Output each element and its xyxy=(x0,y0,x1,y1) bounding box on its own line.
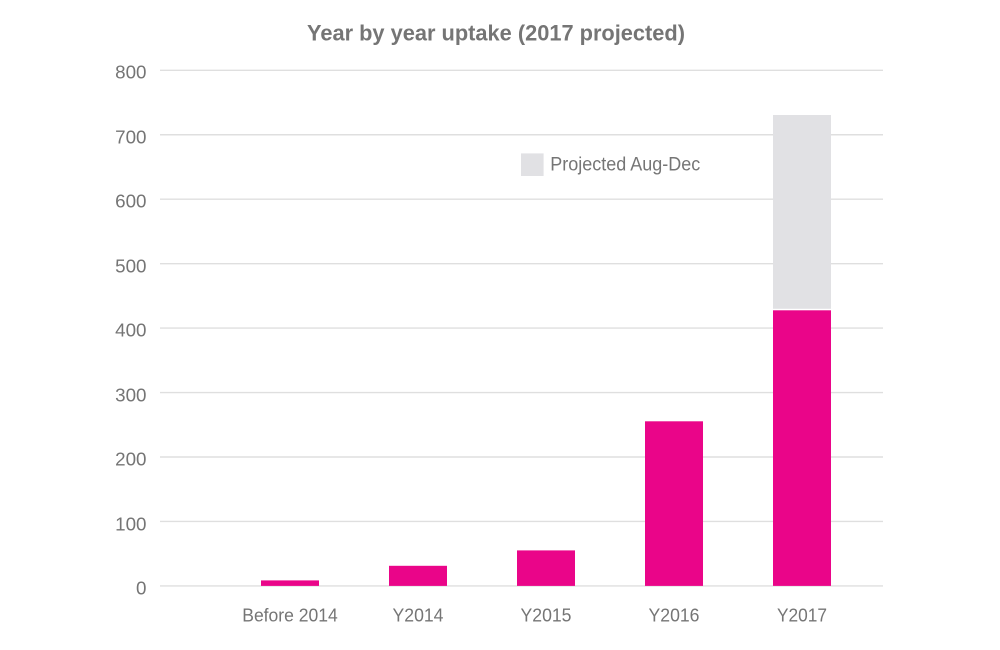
svg-text:300: 300 xyxy=(115,384,146,405)
svg-text:Y2016: Y2016 xyxy=(649,604,700,625)
svg-text:Y2015: Y2015 xyxy=(521,604,572,625)
svg-text:600: 600 xyxy=(115,190,146,211)
svg-text:500: 500 xyxy=(115,255,146,276)
svg-text:100: 100 xyxy=(115,513,146,534)
svg-text:800: 800 xyxy=(115,61,146,82)
svg-text:Year by year uptake (2017 proj: Year by year uptake (2017 projected) xyxy=(307,20,685,45)
svg-text:Y2017: Y2017 xyxy=(777,604,827,625)
svg-text:200: 200 xyxy=(115,448,146,469)
svg-text:700: 700 xyxy=(115,126,146,147)
svg-text:Before 2014: Before 2014 xyxy=(242,604,338,625)
svg-text:0: 0 xyxy=(136,577,146,598)
svg-text:Projected Aug-Dec: Projected Aug-Dec xyxy=(550,154,700,176)
svg-text:400: 400 xyxy=(115,319,146,340)
svg-text:Y2014: Y2014 xyxy=(393,604,444,625)
